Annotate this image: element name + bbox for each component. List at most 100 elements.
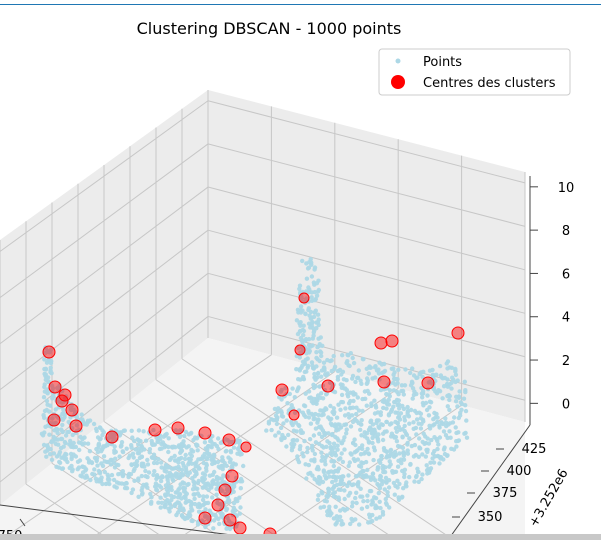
data-point: [308, 325, 313, 330]
data-point: [65, 459, 70, 465]
data-point: [423, 454, 428, 459]
data-point: [347, 460, 352, 465]
data-point: [85, 441, 91, 446]
cluster-centre: [223, 513, 237, 527]
data-point: [177, 434, 183, 440]
data-point: [200, 477, 205, 482]
data-point: [312, 476, 317, 482]
data-point: [419, 391, 425, 396]
data-point: [346, 412, 351, 417]
data-point: [313, 308, 318, 313]
data-point: [203, 514, 208, 519]
data-point: [320, 479, 326, 485]
data-point: [97, 479, 102, 484]
data-point: [314, 364, 319, 369]
cluster-centre: [377, 375, 391, 389]
data-point: [200, 497, 206, 503]
data-point: [202, 440, 208, 445]
data-point: [384, 419, 389, 425]
data-point: [100, 481, 105, 487]
data-point: [50, 396, 55, 401]
data-point: [447, 382, 452, 387]
data-point: [368, 418, 374, 423]
data-point: [298, 320, 303, 325]
data-point: [316, 336, 321, 341]
data-point: [432, 448, 437, 454]
data-point: [61, 416, 66, 421]
cluster-centre: [288, 409, 300, 421]
data-point: [293, 420, 298, 425]
data-point: [117, 431, 123, 436]
data-point: [192, 483, 197, 488]
data-point: [377, 499, 382, 504]
cluster-centre: [294, 344, 306, 356]
data-point: [301, 323, 306, 328]
data-point: [69, 444, 74, 449]
data-point: [464, 435, 470, 440]
data-point: [381, 479, 386, 484]
data-point: [453, 399, 459, 404]
data-point: [400, 388, 406, 394]
cluster-centre: [55, 394, 69, 408]
data-point: [331, 441, 337, 446]
data-point: [378, 473, 383, 479]
data-point: [349, 413, 355, 418]
data-point: [305, 445, 310, 451]
data-point: [196, 509, 202, 514]
data-point: [398, 457, 404, 462]
grid-line: [207, 272, 526, 358]
data-point: [374, 516, 379, 521]
data-point: [177, 486, 182, 491]
data-point: [183, 493, 188, 499]
data-point: [327, 474, 332, 479]
data-point: [332, 424, 338, 429]
data-point: [377, 515, 382, 520]
data-point: [238, 505, 243, 510]
data-point: [188, 499, 194, 505]
data-point: [43, 345, 48, 351]
data-point: [42, 384, 47, 390]
data-point: [272, 406, 278, 412]
data-point: [408, 462, 413, 467]
data-point: [381, 405, 386, 411]
data-point: [196, 501, 202, 507]
data-point: [144, 482, 149, 487]
data-point: [429, 437, 434, 443]
data-point: [45, 375, 51, 380]
data-point: [53, 407, 58, 412]
data-point: [266, 419, 272, 424]
data-point: [454, 439, 459, 444]
data-point: [338, 407, 343, 412]
data-point: [447, 429, 452, 434]
data-point: [50, 416, 55, 421]
data-point: [298, 335, 304, 341]
data-point: [297, 367, 303, 372]
data-point: [325, 494, 330, 500]
data-point: [82, 435, 87, 440]
data-point: [192, 501, 198, 507]
data-point: [384, 391, 389, 397]
data-point: [189, 461, 194, 466]
data-point: [94, 458, 99, 463]
data-point: [359, 506, 365, 511]
data-point: [309, 445, 315, 450]
data-point: [39, 431, 45, 436]
data-point: [443, 416, 448, 421]
data-point: [418, 416, 423, 421]
cluster-centre: [211, 498, 225, 512]
data-point: [321, 412, 326, 417]
data-point: [279, 437, 284, 443]
data-point: [315, 418, 321, 423]
data-point: [275, 415, 280, 420]
data-point: [56, 465, 62, 470]
data-point: [396, 497, 402, 502]
axes-panes: [0, 90, 525, 540]
data-point: [179, 443, 184, 448]
data-point: [360, 396, 365, 402]
data-point: [340, 400, 346, 405]
legend: Points Centres des clusters: [378, 48, 571, 96]
data-point: [107, 435, 112, 441]
data-point: [173, 428, 179, 433]
data-point: [92, 472, 97, 477]
data-point: [463, 403, 468, 408]
